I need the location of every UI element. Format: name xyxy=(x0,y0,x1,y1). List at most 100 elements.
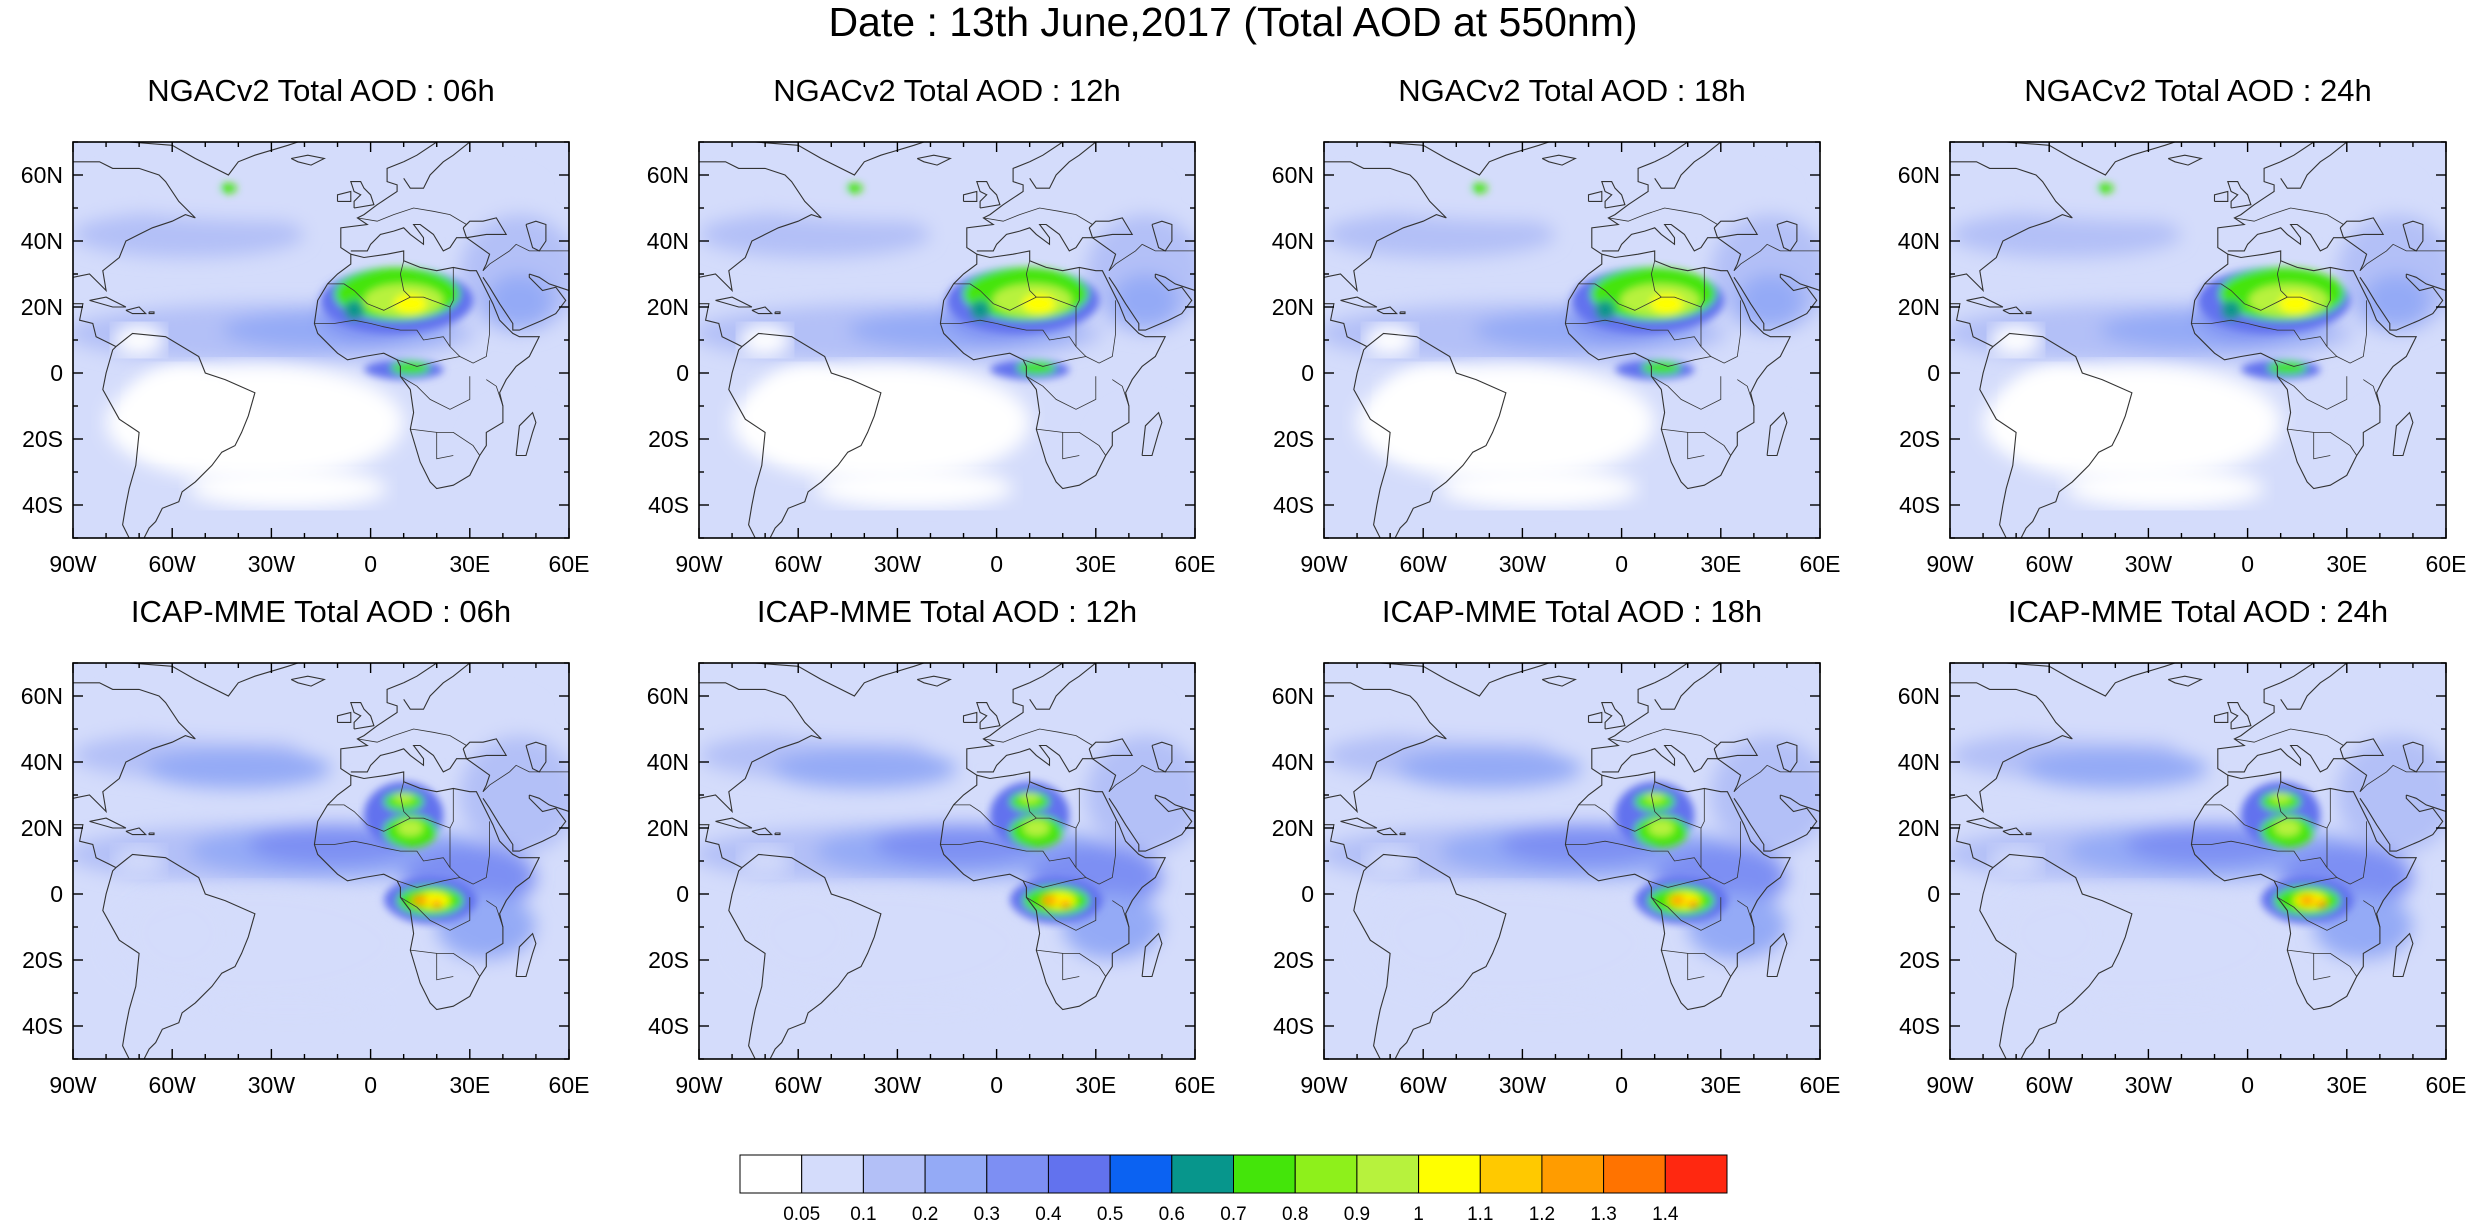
colorbar-label: 1.2 xyxy=(1529,1204,1555,1221)
aod-field xyxy=(699,142,1195,538)
coastline xyxy=(1141,411,1163,457)
coastline xyxy=(962,711,978,723)
aod-field xyxy=(1950,663,2446,1059)
coastline xyxy=(2025,832,2032,836)
coastline xyxy=(1108,795,1193,852)
colorbar-swatch xyxy=(1418,1154,1481,1194)
aod-contour xyxy=(1688,900,1698,908)
coastline xyxy=(529,794,569,813)
aod-contour xyxy=(1950,505,2430,538)
lat-tick-label: 60N xyxy=(21,683,63,709)
aod-contour xyxy=(1041,895,1058,906)
border xyxy=(482,764,569,792)
aod-contour xyxy=(344,300,364,321)
border xyxy=(1112,900,1130,928)
aod-contour xyxy=(1324,505,1804,538)
clean-air-region xyxy=(1989,844,2043,878)
border xyxy=(327,283,491,364)
coastline xyxy=(525,220,547,252)
map-panel: 90W 60W 30W 0 30E 60E 60N 40N 20N 0 20S 40S xyxy=(21,662,589,1098)
lon-tick-label: 0 xyxy=(2241,1072,2254,1098)
aod-contour xyxy=(2363,274,2430,327)
coastline xyxy=(1966,817,2004,829)
lat-tick-label: 20S xyxy=(1273,947,1314,973)
coastline xyxy=(1324,303,1368,348)
border xyxy=(2277,375,2348,410)
lat-tick-label: 40S xyxy=(22,1013,63,1039)
colorbar-swatch xyxy=(1171,1154,1235,1194)
colorbar-swatch xyxy=(739,1154,803,1194)
coastline xyxy=(1151,220,1173,252)
colorbar-label: 0.4 xyxy=(1035,1204,1062,1221)
lat-tick-label: 0 xyxy=(50,881,63,907)
border xyxy=(1026,375,1097,410)
lon-tick-label: 30W xyxy=(2125,1072,2173,1098)
coastline xyxy=(715,296,753,308)
border xyxy=(2277,896,2348,931)
coastline xyxy=(73,161,196,293)
clean-air-region xyxy=(2002,887,2109,980)
aod-contour xyxy=(970,300,990,321)
panel-title: ICAP-MME Total AOD : 24h xyxy=(2007,594,2389,629)
aod-field xyxy=(73,142,569,538)
coastline xyxy=(1324,682,1447,814)
lon-tick-label: 60E xyxy=(1800,551,1841,577)
coastline xyxy=(1399,311,1406,315)
map-panel: 90W 60W 30W 0 30E 60E 60N 40N 20N 0 20S 40S xyxy=(1898,662,2466,1098)
border xyxy=(1700,788,1705,829)
border xyxy=(1025,260,1037,298)
border xyxy=(2326,788,2331,829)
border xyxy=(314,319,451,347)
aod-contour xyxy=(192,184,219,199)
panel-title: ICAP-MME Total AOD : 06h xyxy=(130,594,512,629)
aod-contour xyxy=(1641,361,1682,375)
coastline xyxy=(1353,332,1507,538)
colorbar-swatch xyxy=(1479,1154,1543,1194)
border xyxy=(2204,283,2368,364)
border xyxy=(940,319,1077,347)
colorbar-label: 0.7 xyxy=(1220,1204,1246,1221)
clean-air-region xyxy=(2065,989,2265,1030)
aod-contour xyxy=(411,895,429,906)
border xyxy=(486,379,504,407)
coastline xyxy=(2006,663,2176,697)
border xyxy=(396,877,460,888)
lat-tick-label: 40S xyxy=(648,1013,689,1039)
border xyxy=(940,840,1077,868)
coastline xyxy=(2167,675,2203,687)
coastline xyxy=(336,711,352,723)
coastline xyxy=(728,853,882,1059)
aod-contour xyxy=(1443,184,1470,199)
coastline xyxy=(2406,794,2446,813)
axis-ticks xyxy=(1949,662,2447,1060)
lon-tick-label: 30W xyxy=(1499,551,1547,577)
colorbar-swatch xyxy=(986,1154,1049,1194)
coastline xyxy=(1950,824,1994,869)
aod-field xyxy=(1324,142,1820,538)
border xyxy=(357,728,467,746)
coastline xyxy=(939,682,1167,1011)
border xyxy=(1651,896,1722,931)
coastline xyxy=(102,853,256,1059)
aod-field xyxy=(73,663,569,1059)
coastline xyxy=(715,817,753,829)
coastline xyxy=(774,311,781,315)
colorbar-swatch xyxy=(801,1154,864,1194)
coastline xyxy=(1776,741,1798,773)
coastline xyxy=(755,663,925,697)
clean-air-region xyxy=(751,366,858,459)
coastlines xyxy=(1950,142,2446,538)
lon-tick-label: 90W xyxy=(49,551,97,577)
border xyxy=(983,207,1093,225)
lon-tick-label: 0 xyxy=(990,551,1003,577)
lon-tick-label: 30W xyxy=(874,551,922,577)
border xyxy=(314,840,451,868)
lat-tick-label: 20S xyxy=(648,426,689,452)
aod-contour xyxy=(771,748,957,789)
border xyxy=(1608,207,1718,225)
lat-tick-label: 60N xyxy=(647,162,689,188)
colorbar-label: 0.3 xyxy=(974,1204,1000,1221)
lat-tick-label: 60N xyxy=(1898,162,1940,188)
coastline xyxy=(1979,332,2133,538)
coastline xyxy=(2002,827,2025,836)
